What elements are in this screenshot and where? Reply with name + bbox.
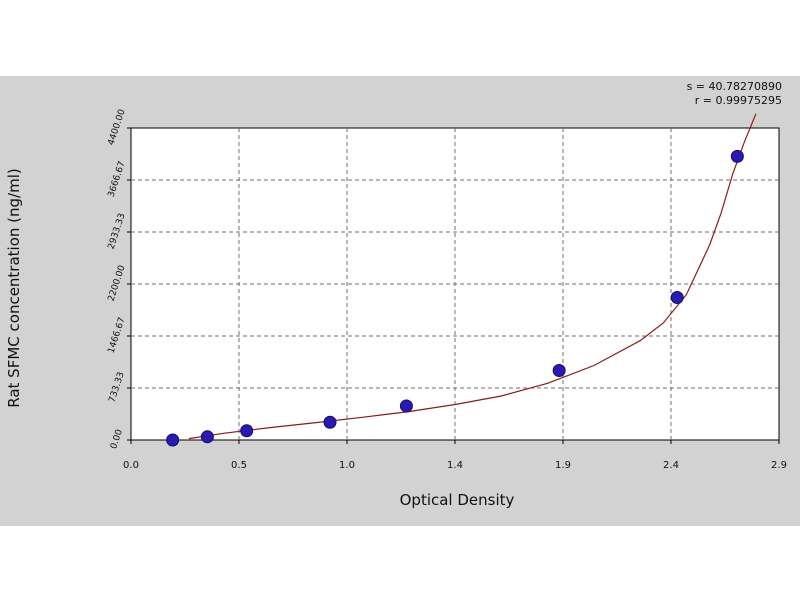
data-point (399, 399, 413, 413)
y-tick-label: 2200.00 (107, 264, 128, 303)
data-point (552, 364, 566, 378)
data-point (240, 424, 254, 438)
y-tick-labels: 0.00 733.33 1466.67 2200.00 2933.33 3666.67 44… (107, 108, 131, 450)
data-point (166, 433, 180, 447)
fit-stat-s: s = 40.78270890 (687, 80, 782, 93)
x-axis-title: Optical Density (400, 491, 515, 509)
fit-curve (188, 113, 757, 440)
fit-curve-group (188, 113, 757, 440)
x-tick-label: 2.4 (663, 460, 679, 471)
x-tick-labels: 0.0 0.5 1.0 1.4 1.9 2.4 2.9 (123, 440, 787, 471)
y-tick-label: 2933.33 (107, 212, 128, 250)
data-point (670, 290, 684, 304)
y-tick-label: 0.00 (109, 428, 125, 450)
x-tick-label: 0.0 (123, 460, 139, 471)
chart: s = 40.78270890 r = 0.99975295 0.0 0.5 1.0… (5, 80, 787, 509)
data-point (200, 430, 214, 444)
y-tick-label: 3666.67 (107, 160, 128, 198)
fit-stat-r: r = 0.99975295 (695, 94, 782, 107)
grid-lines (131, 128, 779, 440)
x-tick-label: 0.5 (231, 460, 247, 471)
y-axis-title: Rat SFMC concentration (ng/ml) (5, 168, 23, 408)
data-point (323, 415, 337, 429)
y-tick-label: 1466.67 (107, 316, 128, 354)
chart-panel: s = 40.78270890 r = 0.99975295 0.0 0.5 1.0… (0, 76, 800, 526)
x-tick-label: 1.4 (447, 460, 463, 471)
x-tick-label: 2.9 (771, 460, 787, 471)
x-tick-label: 1.9 (555, 460, 571, 471)
data-point (730, 149, 744, 163)
x-tick-label: 1.0 (339, 460, 355, 471)
data-points (166, 149, 744, 447)
y-tick-label: 4400.00 (107, 108, 128, 147)
y-tick-label: 733.33 (107, 371, 126, 404)
